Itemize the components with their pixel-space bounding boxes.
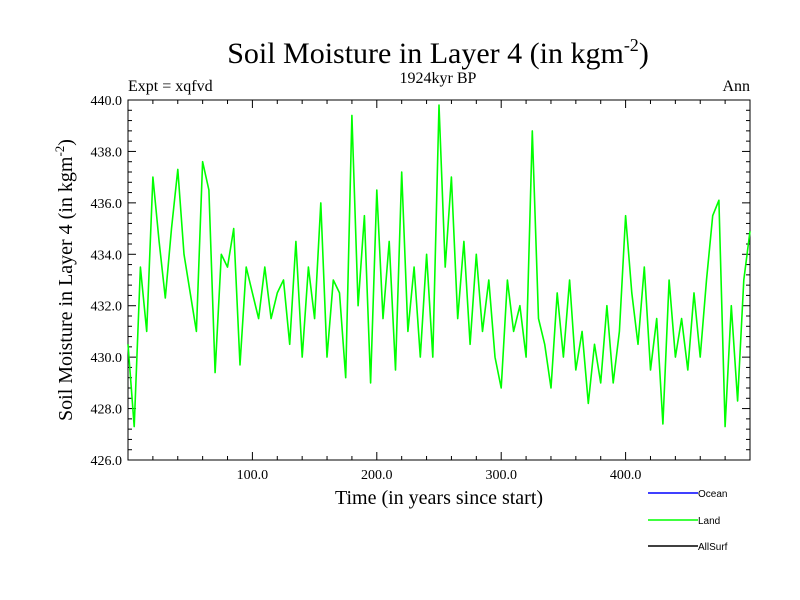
x-axis: 100.0 200.0 300.0 400.0 <box>152 100 726 483</box>
x-tick-label: 200.0 <box>361 468 393 483</box>
plot-frame <box>127 99 751 461</box>
experiment-label: Expt = xqfvd <box>128 78 213 95</box>
x-tick-label: 300.0 <box>485 468 517 483</box>
chart-title: Soil Moisture in Layer 4 (in kgm-2) <box>227 35 649 70</box>
season-label: Ann <box>722 78 750 95</box>
y-tick-label: 430.0 <box>91 351 123 366</box>
legend-label-land: Land <box>698 516 720 527</box>
legend: Ocean Land AllSurf <box>648 489 728 553</box>
legend-label-ocean: Ocean <box>698 489 727 500</box>
y-tick-label: 440.0 <box>91 94 123 109</box>
x-tick-label: 100.0 <box>237 468 269 483</box>
legend-label-allsurf: AllSurf <box>698 542 728 553</box>
y-tick-label: 436.0 <box>91 197 123 212</box>
series-line-land <box>127 104 751 428</box>
series-layer <box>127 104 751 428</box>
chart-subtitle: 1924kyr BP <box>400 70 477 87</box>
y-tick-label: 438.0 <box>91 145 123 160</box>
y-tick-label: 428.0 <box>91 403 123 418</box>
y-tick-label: 426.0 <box>91 454 123 469</box>
y-axis: 426.0 428.0 430.0 432.0 434.0 436.0 438.0 440.0 <box>91 94 750 469</box>
y-axis-label: Soil Moisture in Layer 4 (in kgm-2) <box>52 139 77 421</box>
y-tick-label: 434.0 <box>91 248 123 263</box>
legend-item-ocean: Ocean <box>648 489 727 500</box>
legend-item-allsurf: AllSurf <box>648 542 728 553</box>
x-tick-label: 400.0 <box>610 468 642 483</box>
x-axis-label: Time (in years since start) <box>335 487 543 509</box>
legend-item-land: Land <box>648 516 720 527</box>
y-tick-label: 432.0 <box>91 300 123 315</box>
